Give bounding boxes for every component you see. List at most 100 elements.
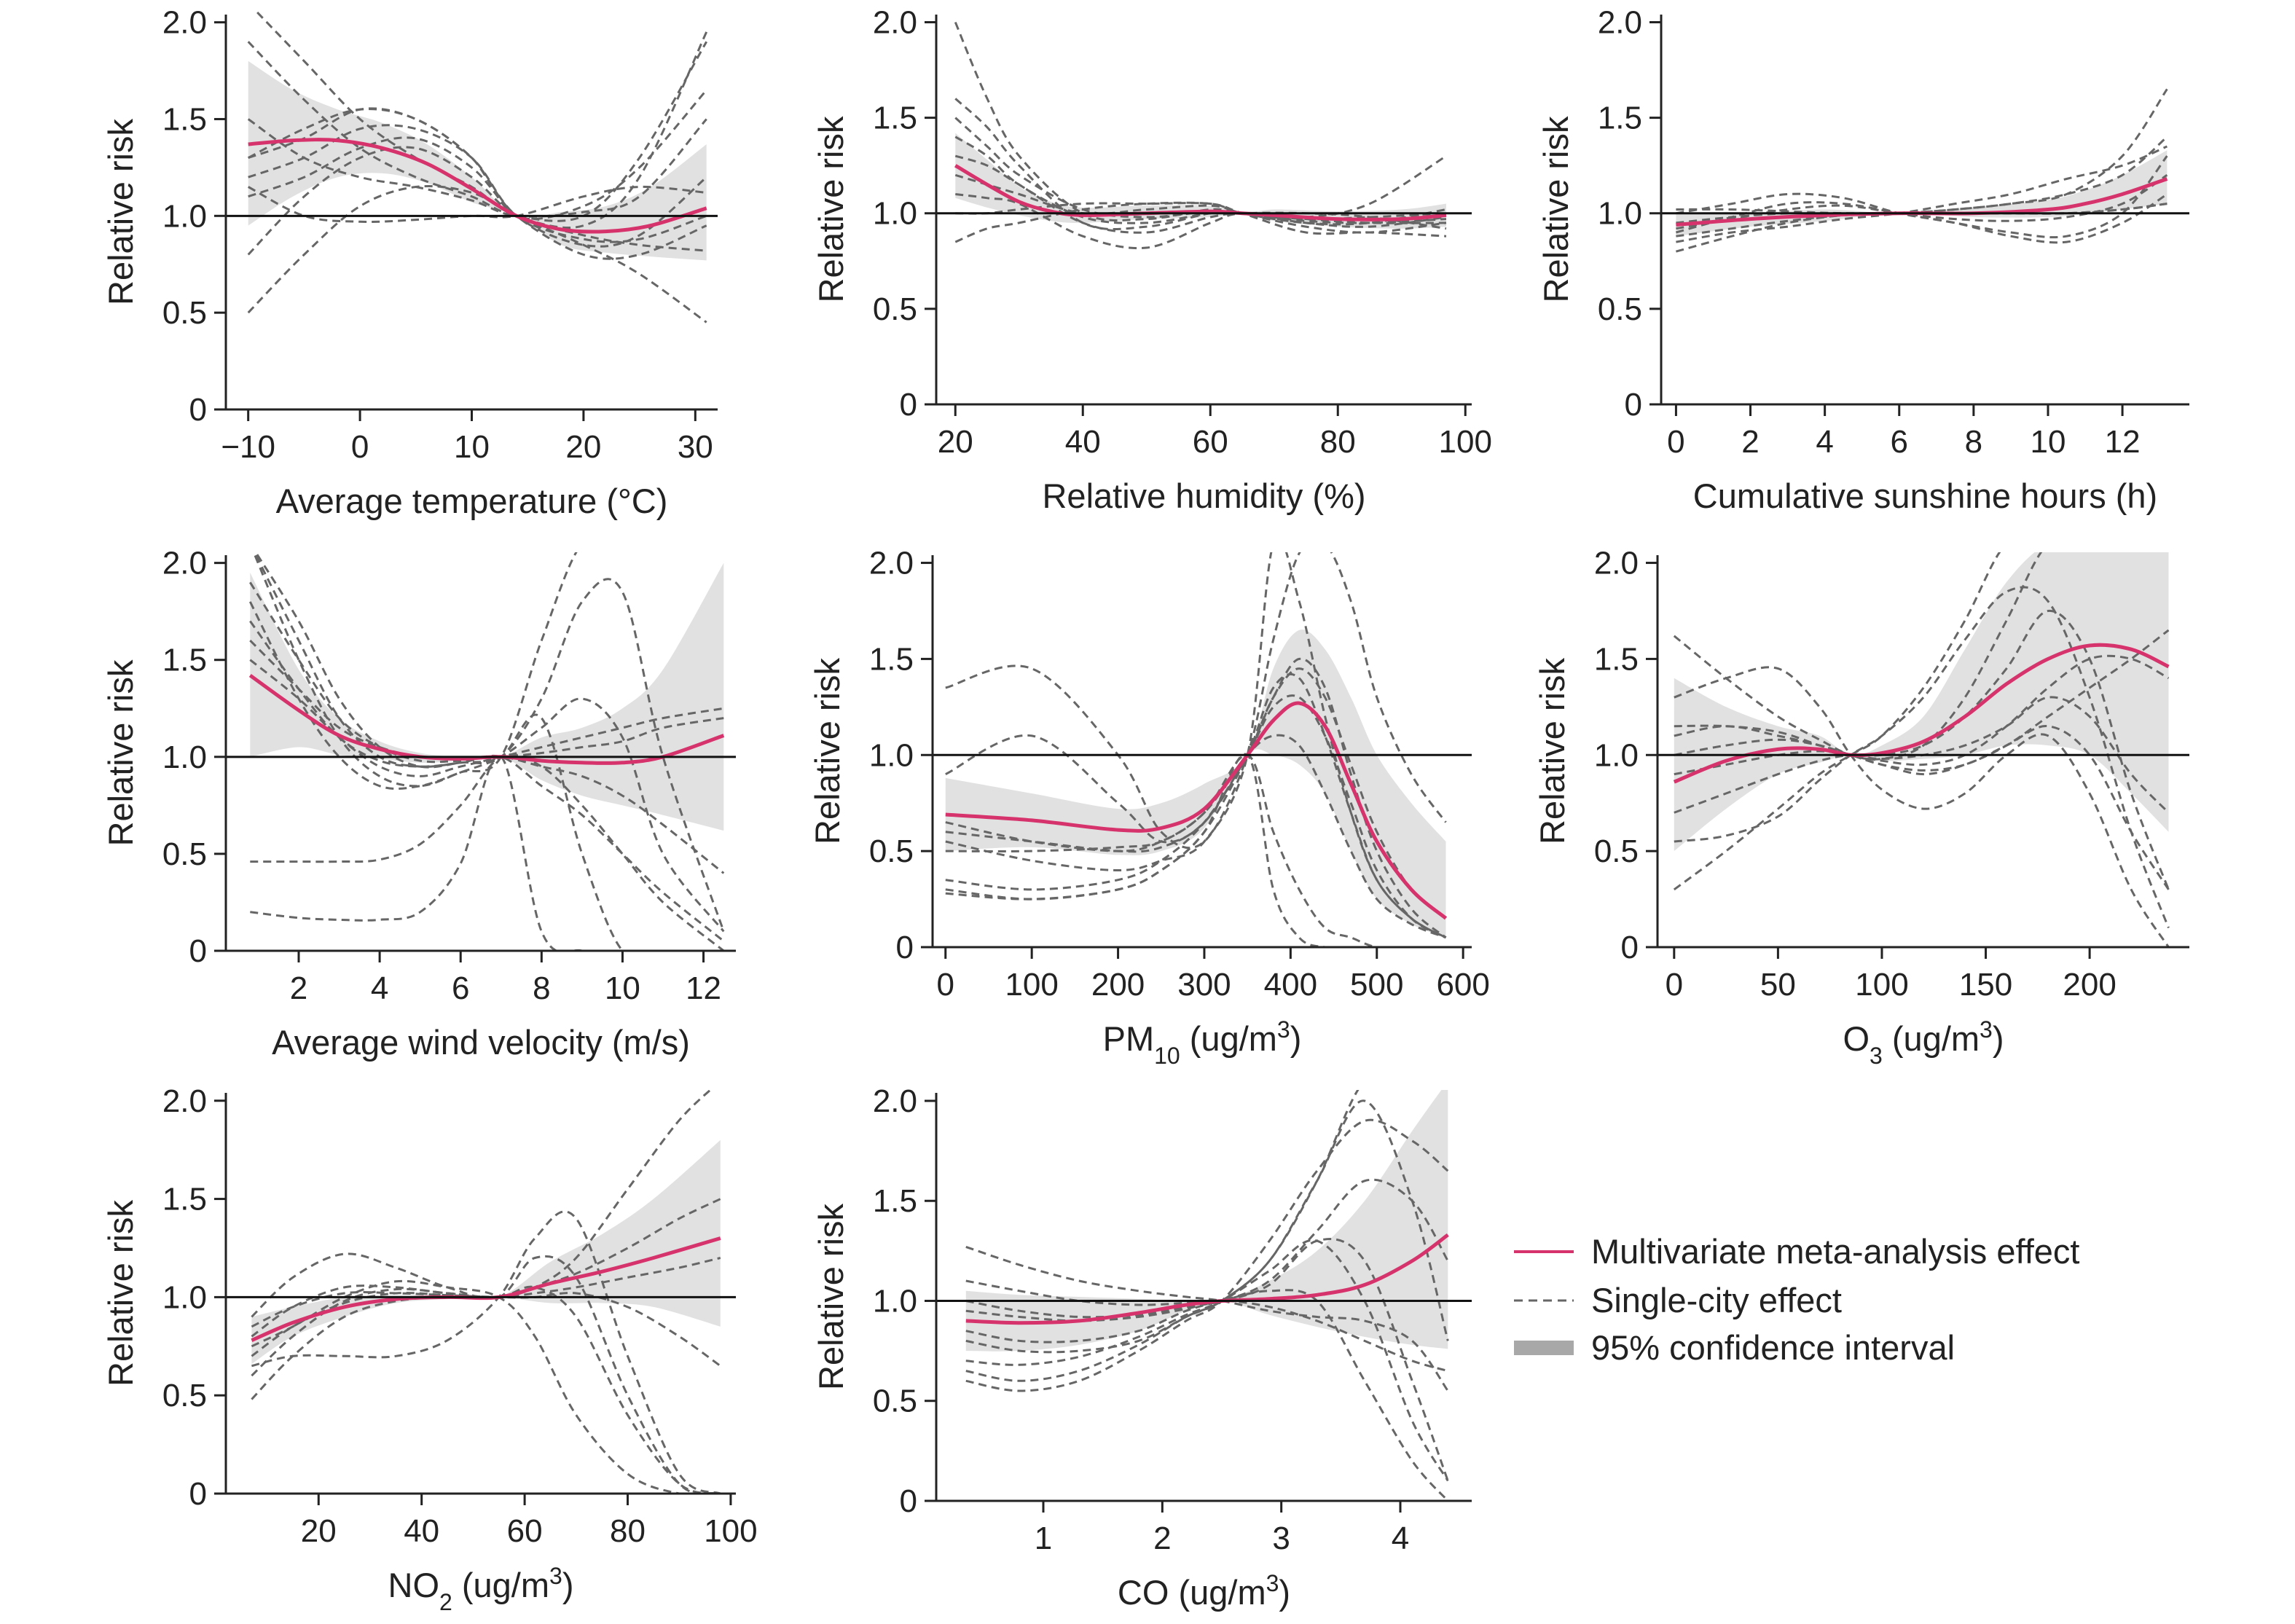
single-city-curve: [945, 753, 1446, 947]
x-axis-label: Average wind velocity (m/s): [272, 1023, 690, 1062]
legend-meta-label: Multivariate meta-analysis effect: [1591, 1232, 2079, 1271]
single-city-curve: [1676, 145, 2168, 243]
x-tick-label: 6: [452, 970, 469, 1006]
x-tick-label: 10: [454, 429, 490, 465]
y-tick-label: 1.5: [869, 641, 914, 677]
legend-ci-swatch: [1514, 1341, 1574, 1355]
y-tick-label: 1.5: [873, 101, 917, 136]
x-tick-label: 10: [2031, 424, 2066, 460]
y-axis-label: Relative risk: [1533, 658, 1572, 844]
y-tick-label: 0.5: [1598, 291, 1642, 327]
x-tick-label: 3: [1272, 1521, 1290, 1556]
y-tick-label: 1.0: [873, 196, 917, 232]
x-tick-label: 100: [1005, 967, 1058, 1003]
single-city-curve: [945, 667, 1447, 919]
single-city-curve: [945, 753, 1446, 947]
single-city-curve: [251, 1279, 721, 1494]
x-tick-label: 4: [1816, 424, 1833, 460]
single-city-curve: [965, 1118, 1449, 1392]
y-tick-label: 1.5: [1598, 101, 1642, 136]
y-tick-label: 0: [189, 1476, 207, 1512]
confidence-band: [250, 562, 724, 831]
legend-ci-label: 95% confidence interval: [1591, 1328, 1955, 1367]
single-city-curve: [954, 98, 1447, 231]
y-axis-label: Relative risk: [812, 116, 850, 302]
y-tick-label: 0: [900, 1483, 917, 1519]
panel-7: 0 0.5 1.0 1.5 2.0 20 40 60 80 100 Relative risk NO2…: [101, 1083, 758, 1615]
y-tick-label: 0.5: [162, 836, 207, 872]
y-tick-label: 2.0: [873, 1083, 917, 1119]
y-tick-label: 1.0: [1594, 737, 1639, 773]
y-tick-label: 0: [1625, 387, 1642, 423]
x-tick-label: 4: [371, 970, 388, 1006]
single-city-curve: [1674, 654, 2170, 766]
single-city-curve: [247, 118, 707, 218]
x-axis-label: O3 (ug/m3): [1843, 1016, 2004, 1069]
single-city-curve: [955, 202, 1447, 226]
single-city-curve: [1676, 192, 2168, 244]
x-tick-label: 200: [1091, 967, 1145, 1003]
meta-analysis-curve: [248, 138, 707, 234]
meta-analysis-curve: [945, 701, 1448, 920]
x-tick-label: 10: [605, 970, 640, 1006]
y-tick-label: 1.0: [869, 737, 914, 773]
x-tick-label: 8: [1965, 424, 1982, 460]
x-tick-label: 1: [1035, 1521, 1052, 1556]
x-tick-label: 40: [1065, 424, 1101, 460]
y-tick-label: 1.0: [873, 1283, 917, 1319]
x-axis-label: Cumulative sunshine hours (h): [1693, 476, 2157, 515]
confidence-band: [965, 1090, 1448, 1352]
single-city-curve: [965, 1178, 1449, 1319]
y-tick-label: 2.0: [162, 1083, 207, 1119]
confidence-band: [1674, 552, 2169, 852]
plot-area: [965, 1090, 1449, 1501]
y-tick-label: 2.0: [162, 5, 207, 41]
x-tick-label: 100: [1439, 424, 1492, 460]
x-tick-label: 80: [1320, 424, 1356, 460]
x-tick-label: 12: [2105, 424, 2141, 460]
single-city-curve: [954, 21, 1447, 221]
single-city-curve: [248, 108, 707, 243]
x-tick-label: 4: [1392, 1521, 1409, 1556]
y-axis-label: Relative risk: [101, 659, 140, 846]
y-tick-label: 1.5: [873, 1183, 917, 1219]
meta-analysis-curve: [1673, 643, 2170, 784]
meta-analysis-curve: [954, 164, 1447, 221]
y-tick-label: 0: [896, 930, 914, 965]
x-tick-label: 600: [1436, 967, 1489, 1003]
x-tick-label: 2: [1741, 424, 1759, 460]
single-city-curve: [945, 673, 1447, 939]
x-tick-label: 20: [565, 429, 601, 465]
x-tick-label: 60: [507, 1513, 543, 1549]
x-tick-label: 20: [938, 424, 973, 460]
single-city-curve: [965, 1099, 1449, 1354]
single-city-curve: [1674, 724, 2170, 890]
panel-8: 0 0.5 1.0 1.5 2.0 1 2 3 4 Relative risk CO (ug/m3): [812, 1083, 1472, 1612]
single-city-curve: [1676, 88, 2168, 253]
y-tick-label: 1.0: [1598, 196, 1642, 232]
x-tick-label: 30: [678, 429, 713, 465]
plot-area: [1676, 88, 2168, 253]
single-city-curve: [1674, 609, 2170, 890]
panel-3: 0 0.5 1.0 1.5 2.0 0 2 4 6 8 10 12 Relative risk Cumul…: [1537, 4, 2189, 515]
x-axis-label: CO (ug/m3): [1118, 1570, 1290, 1612]
x-tick-label: 60: [1193, 424, 1228, 460]
x-tick-label: 6: [1891, 424, 1908, 460]
x-tick-label: 20: [301, 1513, 337, 1549]
single-city-curve: [252, 552, 578, 788]
x-tick-label: 8: [533, 970, 550, 1006]
y-axis-label: Relative risk: [1537, 116, 1575, 302]
panel-5: 0 0.5 1.0 1.5 2.0 0 100 200 300 400 500 600 Relative…: [808, 546, 1490, 1069]
single-city-curve: [248, 136, 707, 260]
panel-4: 0 0.5 1.0 1.5 2.0 2 4 6 8 10 12 Relative risk Averag…: [101, 546, 736, 1062]
y-tick-label: 1.0: [162, 740, 207, 775]
y-tick-label: 1.0: [162, 1279, 207, 1315]
x-tick-label: 12: [686, 970, 721, 1006]
single-city-curve: [945, 552, 1447, 939]
x-tick-label: 0: [1667, 424, 1684, 460]
y-tick-label: 0: [189, 392, 207, 428]
y-tick-label: 0.5: [873, 291, 917, 327]
plot-area: [945, 552, 1448, 947]
panel-1: 0 0.5 1.0 1.5 2.0 −10 0 10 20 30 Relative risk Aver…: [101, 5, 718, 520]
